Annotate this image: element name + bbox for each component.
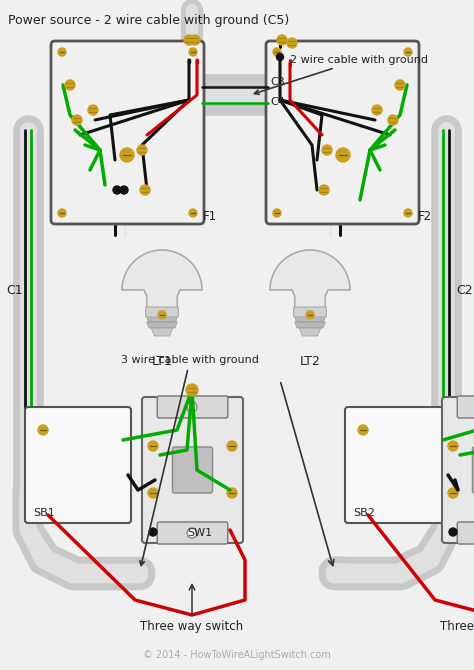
Circle shape bbox=[448, 441, 458, 451]
Polygon shape bbox=[295, 316, 325, 322]
FancyBboxPatch shape bbox=[345, 407, 451, 523]
FancyBboxPatch shape bbox=[266, 41, 419, 224]
Circle shape bbox=[72, 115, 82, 125]
Circle shape bbox=[372, 105, 382, 115]
Circle shape bbox=[58, 48, 66, 56]
Circle shape bbox=[449, 528, 457, 536]
Circle shape bbox=[276, 54, 283, 60]
Circle shape bbox=[227, 441, 237, 451]
Circle shape bbox=[120, 186, 128, 194]
Text: 3 wire cable with ground: 3 wire cable with ground bbox=[121, 355, 259, 565]
FancyBboxPatch shape bbox=[457, 396, 474, 418]
Circle shape bbox=[140, 185, 150, 195]
Circle shape bbox=[120, 148, 134, 162]
Circle shape bbox=[448, 488, 458, 498]
Polygon shape bbox=[122, 250, 202, 310]
Circle shape bbox=[113, 186, 121, 194]
Circle shape bbox=[404, 209, 412, 217]
Circle shape bbox=[395, 80, 405, 90]
Circle shape bbox=[137, 145, 147, 155]
Polygon shape bbox=[146, 316, 177, 322]
Circle shape bbox=[38, 425, 48, 435]
Text: C2: C2 bbox=[456, 283, 473, 297]
Circle shape bbox=[149, 528, 157, 536]
FancyBboxPatch shape bbox=[473, 447, 474, 493]
Text: F1: F1 bbox=[203, 210, 217, 223]
Circle shape bbox=[186, 384, 198, 396]
Circle shape bbox=[358, 425, 368, 435]
FancyBboxPatch shape bbox=[294, 307, 326, 317]
Text: Three way switch: Three way switch bbox=[140, 620, 244, 633]
FancyBboxPatch shape bbox=[157, 522, 228, 544]
Text: LT2: LT2 bbox=[300, 355, 320, 368]
Circle shape bbox=[65, 80, 75, 90]
FancyBboxPatch shape bbox=[457, 522, 474, 544]
Text: C1: C1 bbox=[6, 283, 23, 297]
Circle shape bbox=[273, 48, 281, 56]
Polygon shape bbox=[299, 328, 321, 336]
Circle shape bbox=[88, 105, 98, 115]
Polygon shape bbox=[295, 322, 325, 328]
Text: SB1: SB1 bbox=[33, 508, 55, 518]
Polygon shape bbox=[146, 322, 177, 328]
Text: SB2: SB2 bbox=[353, 508, 375, 518]
Text: SW1: SW1 bbox=[187, 528, 212, 538]
Circle shape bbox=[184, 35, 194, 45]
Text: Power source - 2 wire cable with ground (C5): Power source - 2 wire cable with ground … bbox=[8, 14, 289, 27]
FancyBboxPatch shape bbox=[25, 407, 131, 523]
Text: © 2014 - HowToWireALightSwitch.com: © 2014 - HowToWireALightSwitch.com bbox=[143, 650, 331, 660]
Polygon shape bbox=[295, 310, 325, 316]
Circle shape bbox=[319, 185, 329, 195]
Circle shape bbox=[148, 488, 158, 498]
Polygon shape bbox=[146, 310, 177, 316]
Circle shape bbox=[58, 209, 66, 217]
Polygon shape bbox=[151, 328, 173, 336]
Circle shape bbox=[190, 35, 200, 45]
Circle shape bbox=[148, 441, 158, 451]
FancyBboxPatch shape bbox=[142, 397, 243, 543]
FancyBboxPatch shape bbox=[442, 397, 474, 543]
Circle shape bbox=[189, 209, 197, 217]
Circle shape bbox=[306, 311, 314, 319]
Circle shape bbox=[322, 145, 332, 155]
Text: C3: C3 bbox=[270, 77, 285, 87]
FancyBboxPatch shape bbox=[146, 307, 178, 317]
Circle shape bbox=[189, 48, 197, 56]
Circle shape bbox=[277, 35, 287, 45]
Circle shape bbox=[404, 48, 412, 56]
Circle shape bbox=[187, 402, 197, 412]
FancyBboxPatch shape bbox=[157, 396, 228, 418]
Circle shape bbox=[273, 209, 281, 217]
Text: LT1: LT1 bbox=[152, 355, 173, 368]
Circle shape bbox=[158, 311, 166, 319]
FancyBboxPatch shape bbox=[51, 41, 204, 224]
Text: Three way switch: Three way switch bbox=[440, 620, 474, 633]
Circle shape bbox=[287, 38, 297, 48]
Polygon shape bbox=[270, 250, 350, 310]
Circle shape bbox=[189, 455, 195, 461]
Text: 2 wire cable with ground: 2 wire cable with ground bbox=[255, 55, 428, 94]
Circle shape bbox=[227, 488, 237, 498]
FancyBboxPatch shape bbox=[173, 447, 212, 493]
Circle shape bbox=[187, 528, 197, 538]
Circle shape bbox=[388, 115, 398, 125]
Circle shape bbox=[336, 148, 350, 162]
Text: C4: C4 bbox=[270, 97, 285, 107]
Text: F2: F2 bbox=[418, 210, 432, 223]
